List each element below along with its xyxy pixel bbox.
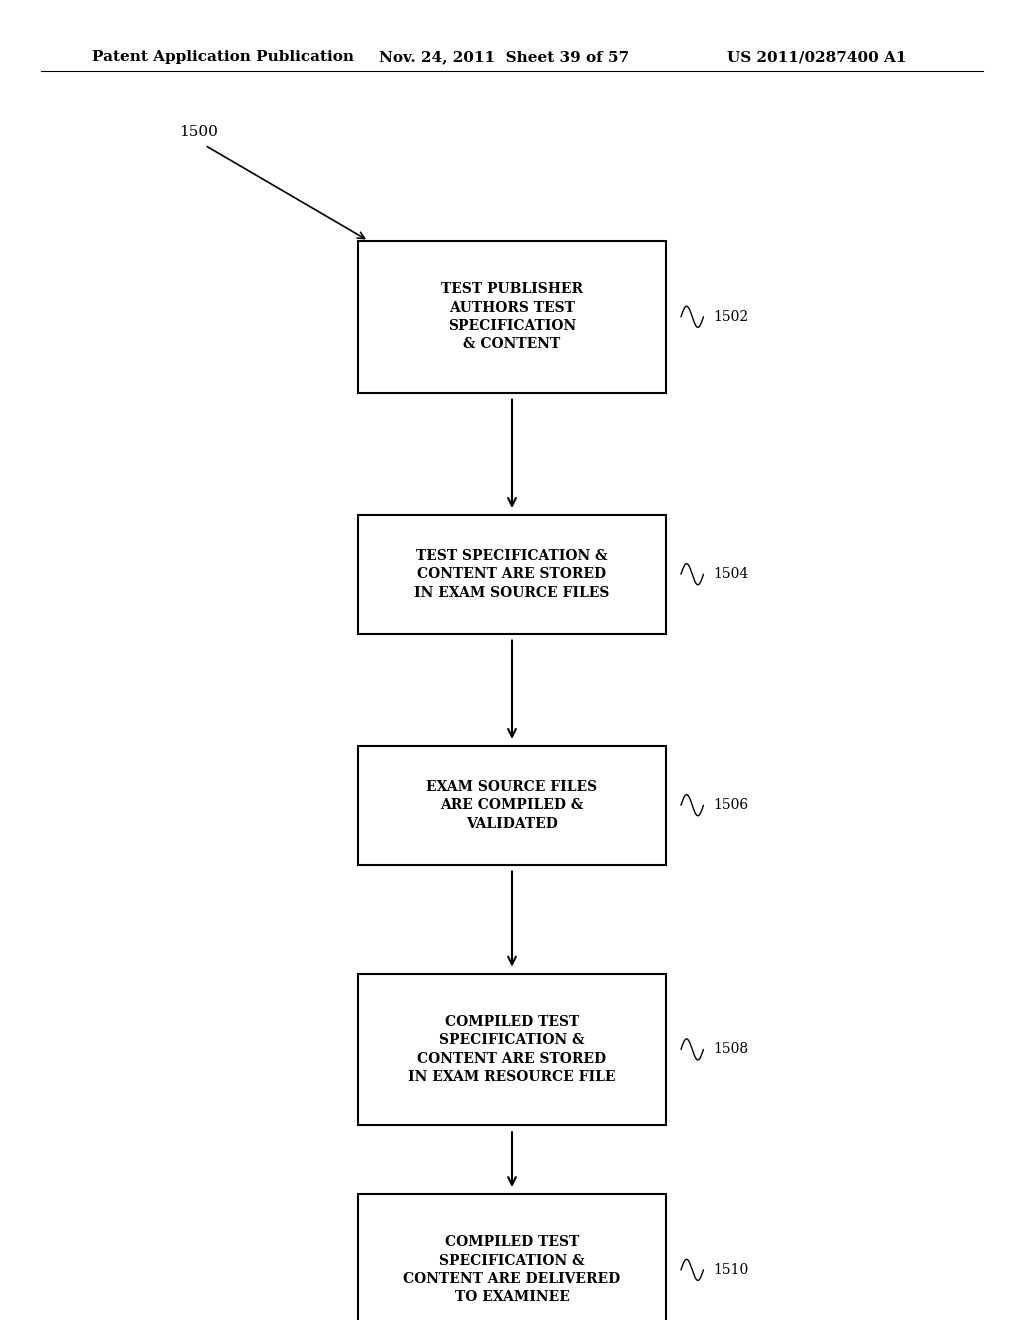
Text: COMPILED TEST
SPECIFICATION &
CONTENT ARE STORED
IN EXAM RESOURCE FILE: COMPILED TEST SPECIFICATION & CONTENT AR…: [409, 1015, 615, 1084]
Text: 1502: 1502: [714, 310, 749, 323]
Text: COMPILED TEST
SPECIFICATION &
CONTENT ARE DELIVERED
TO EXAMINEE: COMPILED TEST SPECIFICATION & CONTENT AR…: [403, 1236, 621, 1304]
Text: Patent Application Publication: Patent Application Publication: [92, 50, 354, 65]
Text: EXAM SOURCE FILES
ARE COMPILED &
VALIDATED: EXAM SOURCE FILES ARE COMPILED & VALIDAT…: [426, 780, 598, 830]
Text: 1506: 1506: [714, 799, 749, 812]
Text: US 2011/0287400 A1: US 2011/0287400 A1: [727, 50, 906, 65]
FancyBboxPatch shape: [358, 515, 666, 634]
Text: 1510: 1510: [714, 1263, 749, 1276]
Text: TEST PUBLISHER
AUTHORS TEST
SPECIFICATION
& CONTENT: TEST PUBLISHER AUTHORS TEST SPECIFICATIO…: [441, 282, 583, 351]
Text: 1500: 1500: [179, 124, 218, 139]
Text: TEST SPECIFICATION &
CONTENT ARE STORED
IN EXAM SOURCE FILES: TEST SPECIFICATION & CONTENT ARE STORED …: [415, 549, 609, 599]
FancyBboxPatch shape: [358, 746, 666, 865]
Text: 1508: 1508: [714, 1043, 749, 1056]
FancyBboxPatch shape: [358, 242, 666, 393]
FancyBboxPatch shape: [358, 1193, 666, 1320]
FancyBboxPatch shape: [358, 974, 666, 1125]
Text: Nov. 24, 2011  Sheet 39 of 57: Nov. 24, 2011 Sheet 39 of 57: [379, 50, 629, 65]
Text: 1504: 1504: [714, 568, 749, 581]
